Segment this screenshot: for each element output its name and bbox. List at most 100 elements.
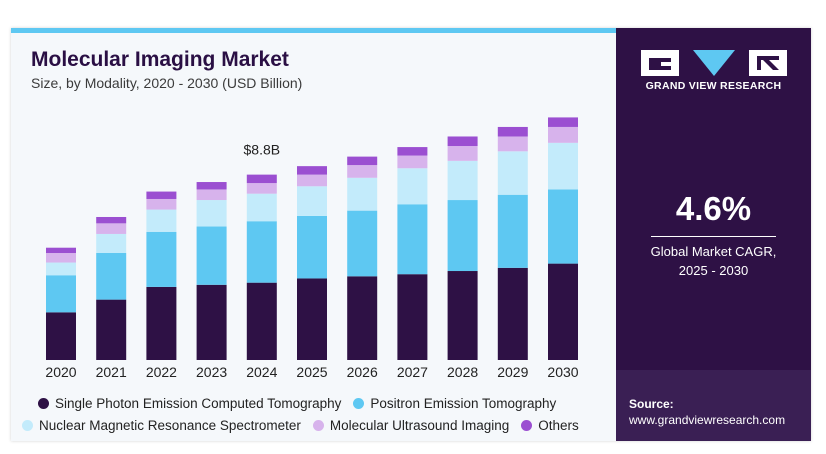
cagr-divider [651, 236, 776, 237]
x-tick-label: 2027 [397, 364, 428, 378]
source-link[interactable]: www.grandviewresearch.com [629, 413, 786, 427]
legend-swatch [22, 419, 33, 431]
bar-segment-2027-4 [397, 147, 428, 156]
bar-segment-2029-2 [497, 151, 528, 195]
legend-swatch [353, 397, 365, 409]
legend-label: Nuclear Magnetic Resonance Spectrometer [39, 417, 301, 433]
legend-item: Molecular Ultrasound Imaging [312, 417, 510, 433]
grand-view-research-logo-icon [641, 50, 787, 76]
x-tick-label: 2024 [246, 364, 277, 378]
bar-segment-2026-3 [347, 165, 378, 178]
cagr-label-line2: 2025 - 2030 [678, 263, 749, 278]
bar-segment-2030-2 [548, 142, 578, 190]
bar-segment-2027-3 [397, 155, 428, 169]
bar-segment-2030-1 [548, 189, 578, 264]
bar-segment-2029-0 [497, 267, 528, 360]
chart-title: Molecular Imaging Market [31, 48, 289, 71]
bar-segment-2024-4 [246, 174, 277, 184]
bar-segment-2025-3 [297, 174, 327, 187]
bar-segment-2024-2 [246, 193, 277, 222]
bar-segment-2023-4 [196, 182, 227, 190]
bar-segment-2025-1 [297, 215, 327, 279]
value-annotation: $8.8B [244, 142, 281, 158]
source-label: Source: [629, 397, 674, 411]
bar-segment-2026-2 [347, 177, 378, 211]
logo-text: GRAND VIEW RESEARCH [645, 80, 782, 92]
bar-segment-2024-3 [246, 183, 277, 194]
bar-segment-2026-0 [347, 276, 378, 360]
x-tick-label: 2022 [146, 364, 177, 378]
legend-item: Nuclear Magnetic Resonance Spectrometer [22, 418, 301, 433]
bar-segment-2028-1 [447, 200, 478, 272]
bar-segment-2023-1 [196, 226, 227, 285]
bar-segment-2027-0 [397, 274, 428, 360]
legend-item: Positron Emission Tomography [353, 396, 556, 411]
legend-swatch [521, 419, 533, 431]
cagr-value: 4.6% [675, 190, 752, 227]
bar-segment-2021-3 [96, 223, 127, 234]
bar-group [46, 117, 578, 360]
legend-label: Others [538, 417, 579, 433]
bar-segment-2029-1 [497, 194, 528, 268]
bar-segment-2020-2 [46, 262, 76, 276]
bar-segment-2028-4 [447, 136, 478, 147]
bar-segment-2024-1 [246, 221, 277, 283]
legend-swatch [312, 419, 324, 431]
bar-segment-2021-2 [96, 233, 127, 254]
bar-segment-2022-0 [146, 286, 177, 360]
bar-segment-2020-3 [46, 253, 76, 263]
bar-segment-2021-4 [96, 216, 127, 224]
x-tick-label: 2026 [347, 364, 378, 378]
bar-segment-2020-4 [46, 247, 76, 254]
legend-label: Positron Emission Tomography [370, 395, 557, 411]
bar-segment-2027-2 [397, 168, 428, 205]
legend-swatch [38, 397, 49, 409]
legend-item: Single Photon Emission Computed Tomograp… [38, 396, 341, 411]
bar-segment-2023-2 [196, 200, 227, 227]
bar-segment-2024-0 [246, 282, 277, 360]
accent-bar [11, 28, 616, 33]
source-panel [616, 370, 811, 441]
x-axis-labels: 2020 2021 2022 2023 2024 2025 2026 2027 2028 2029… [45, 364, 578, 378]
x-tick-label: 2021 [96, 364, 127, 378]
x-tick-label: 2030 [547, 364, 578, 378]
cagr-label-line1: Global Market CAGR, [650, 244, 777, 259]
cagr-label: Global Market CAGR, 2025 - 2030 [616, 242, 811, 280]
x-tick-label: 2023 [196, 364, 227, 378]
bar-segment-2022-4 [146, 191, 177, 199]
bar-segment-2022-2 [146, 209, 177, 232]
x-tick-label: 2028 [447, 364, 478, 378]
bar-segment-2028-2 [447, 160, 478, 201]
legend-row: Single Photon Emission Computed Tomograp… [22, 392, 616, 414]
bar-segment-2029-4 [497, 126, 528, 137]
legend-row: Nuclear Magnetic Resonance Spectrometer M… [22, 414, 616, 436]
bar-segment-2026-1 [347, 210, 378, 277]
bar-segment-2028-3 [447, 146, 478, 161]
bar-segment-2022-3 [146, 198, 177, 210]
stacked-bar-chart: 2020 2021 2022 2023 2024 2025 2026 2027 2028 2029… [45, 117, 579, 378]
bar-segment-2021-1 [96, 253, 127, 300]
bar-segment-2020-1 [46, 275, 76, 313]
bar-segment-2029-3 [497, 136, 528, 152]
x-tick-label: 2025 [296, 364, 327, 378]
legend-label: Molecular Ultrasound Imaging [329, 417, 510, 433]
chart-legend: Single Photon Emission Computed Tomograp… [22, 392, 616, 436]
bar-segment-2021-0 [96, 299, 127, 360]
bar-segment-2030-4 [548, 117, 578, 127]
bar-segment-2028-0 [447, 271, 478, 360]
legend-item: Others [521, 418, 579, 433]
bar-segment-2030-0 [548, 263, 578, 360]
bar-segment-2027-1 [397, 204, 428, 275]
bar-segment-2023-0 [196, 284, 227, 360]
x-tick-label: 2029 [497, 364, 528, 378]
bar-segment-2022-1 [146, 231, 177, 287]
bar-segment-2026-4 [347, 156, 378, 166]
bar-segment-2030-3 [548, 126, 578, 143]
chart-subtitle: Size, by Modality, 2020 - 2030 (USD Bill… [31, 75, 303, 91]
legend-label: Single Photon Emission Computed Tomograp… [55, 395, 342, 411]
bar-segment-2025-0 [297, 278, 327, 360]
bar-segment-2025-4 [297, 166, 327, 175]
x-tick-label: 2020 [45, 364, 76, 378]
bar-segment-2023-3 [196, 189, 227, 201]
bar-segment-2020-0 [46, 312, 76, 360]
